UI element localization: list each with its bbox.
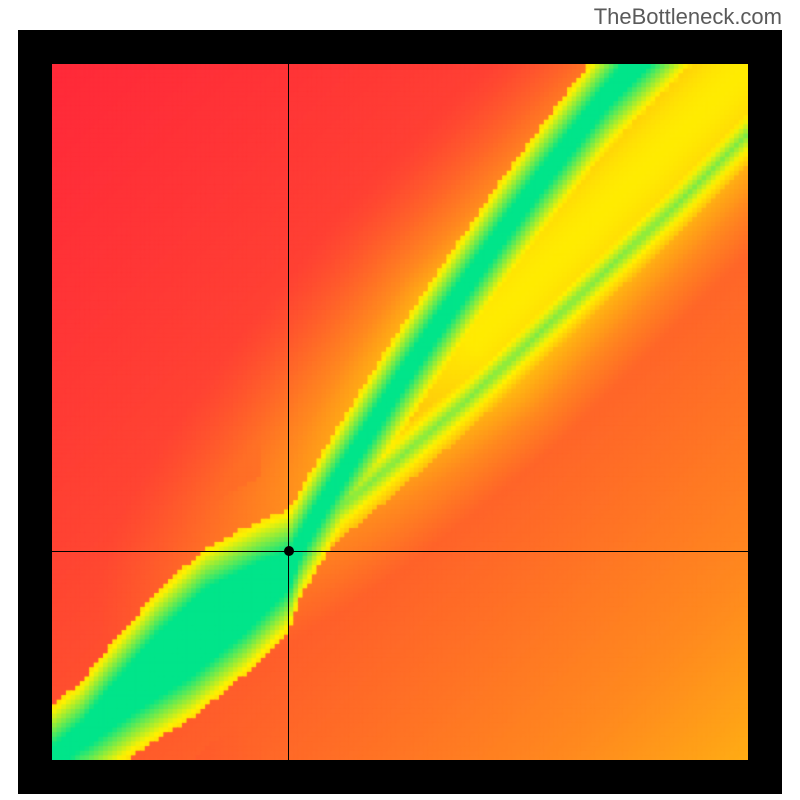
plot-area — [52, 64, 748, 760]
watermark-text: TheBottleneck.com — [594, 4, 782, 30]
crosshair-point — [284, 546, 294, 556]
crosshair-horizontal — [52, 551, 748, 552]
container: TheBottleneck.com — [0, 0, 800, 800]
crosshair-vertical — [288, 64, 289, 760]
heatmap-canvas — [52, 64, 748, 760]
